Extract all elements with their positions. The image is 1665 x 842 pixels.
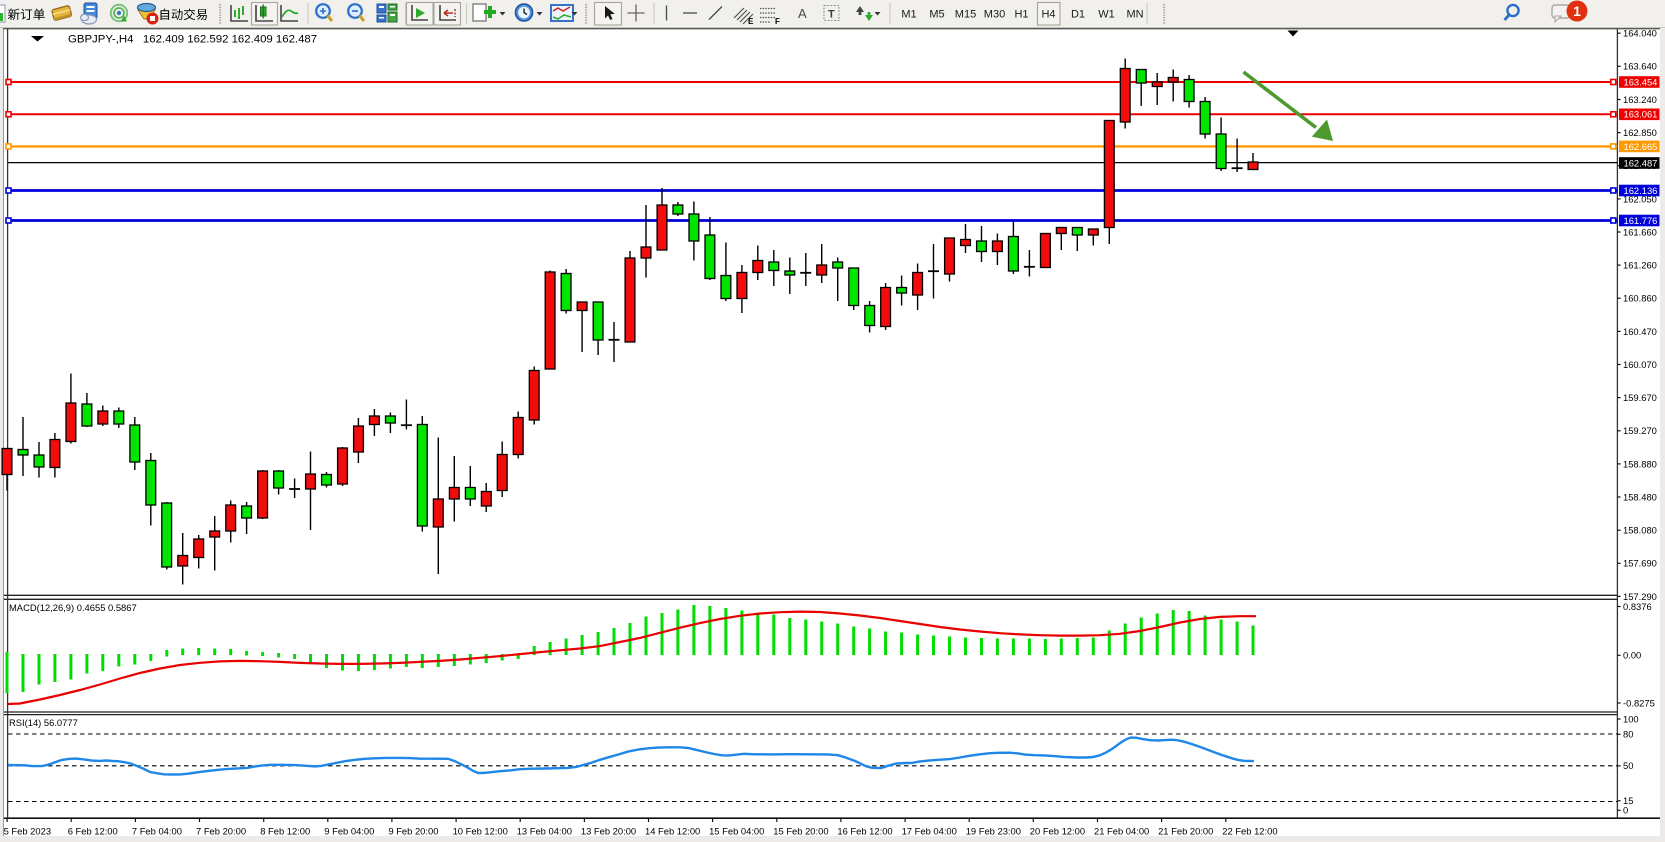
svg-text:161.660: 161.660 [1623, 226, 1657, 237]
svg-text:0: 0 [1623, 805, 1628, 816]
svg-text:GBPJPY-,H4 162.409 162.592 1: GBPJPY-,H4 162.409 162.592 162.409 162.4… [68, 34, 317, 46]
svg-text:157.690: 157.690 [1623, 558, 1657, 569]
svg-text:RSI(14) 56.0777: RSI(14) 56.0777 [9, 717, 78, 728]
svg-text:13 Feb 04:00: 13 Feb 04:00 [517, 825, 572, 836]
svg-text:158.880: 158.880 [1623, 458, 1657, 469]
svg-text:15 Feb 04:00: 15 Feb 04:00 [709, 825, 764, 836]
svg-text:163.640: 163.640 [1623, 61, 1657, 72]
svg-text:21 Feb 04:00: 21 Feb 04:00 [1094, 825, 1149, 836]
svg-text:M5: M5 [929, 9, 944, 21]
svg-text:14 Feb 12:00: 14 Feb 12:00 [645, 825, 700, 836]
svg-text:15 Feb 20:00: 15 Feb 20:00 [773, 825, 828, 836]
svg-text:162.050: 162.050 [1623, 193, 1657, 204]
svg-text:161.776: 161.776 [1624, 215, 1658, 226]
svg-text:157.290: 157.290 [1623, 591, 1657, 602]
svg-text:M30: M30 [984, 9, 1005, 21]
svg-text:D1: D1 [1071, 9, 1085, 21]
svg-text:161.260: 161.260 [1623, 260, 1657, 271]
svg-text:163.061: 163.061 [1624, 109, 1658, 120]
svg-text:9 Feb 04:00: 9 Feb 04:00 [324, 825, 374, 836]
svg-text:80: 80 [1623, 729, 1633, 740]
svg-text:E: E [748, 17, 754, 26]
svg-text:10 Feb 12:00: 10 Feb 12:00 [453, 825, 508, 836]
svg-text:0.00: 0.00 [1623, 650, 1641, 661]
svg-text:163.454: 163.454 [1624, 76, 1658, 87]
svg-text:H4: H4 [1041, 9, 1055, 21]
svg-text:164.040: 164.040 [1623, 28, 1657, 39]
svg-text:22 Feb 12:00: 22 Feb 12:00 [1222, 825, 1277, 836]
svg-text:M1: M1 [901, 9, 916, 21]
svg-text:A: A [798, 6, 807, 21]
svg-text:163.240: 163.240 [1623, 94, 1657, 105]
svg-text:MACD(12,26,9) 0.4655 0.5867: MACD(12,26,9) 0.4655 0.5867 [9, 602, 137, 613]
svg-text:21 Feb 20:00: 21 Feb 20:00 [1158, 825, 1213, 836]
svg-text:7 Feb 20:00: 7 Feb 20:00 [196, 825, 246, 836]
svg-text:162.136: 162.136 [1624, 185, 1658, 196]
svg-text:16 Feb 12:00: 16 Feb 12:00 [837, 825, 892, 836]
svg-text:8 Feb 12:00: 8 Feb 12:00 [260, 825, 310, 836]
svg-text:T: T [828, 9, 835, 21]
svg-text:158.480: 158.480 [1623, 491, 1657, 502]
svg-text:MN: MN [1126, 9, 1143, 21]
svg-text:H1: H1 [1014, 9, 1028, 21]
svg-text:160.070: 160.070 [1623, 359, 1657, 370]
svg-text:17 Feb 04:00: 17 Feb 04:00 [902, 825, 957, 836]
svg-text:19 Feb 23:00: 19 Feb 23:00 [966, 825, 1021, 836]
svg-text:9 Feb 20:00: 9 Feb 20:00 [388, 825, 438, 836]
svg-text:162.850: 162.850 [1623, 127, 1657, 138]
svg-text:M15: M15 [955, 9, 976, 21]
svg-text:160.470: 160.470 [1623, 326, 1657, 337]
svg-text:6 Feb 12:00: 6 Feb 12:00 [68, 825, 118, 836]
svg-text:100: 100 [1623, 713, 1639, 724]
svg-text:15: 15 [1623, 795, 1633, 806]
svg-text:F: F [775, 17, 780, 26]
svg-text:158.080: 158.080 [1623, 525, 1657, 536]
svg-text:160.860: 160.860 [1623, 293, 1657, 304]
svg-text:50: 50 [1623, 760, 1633, 771]
svg-text:7 Feb 04:00: 7 Feb 04:00 [132, 825, 182, 836]
svg-text:159.670: 159.670 [1623, 392, 1657, 403]
svg-text:-0.8275: -0.8275 [1623, 697, 1655, 708]
svg-text:W1: W1 [1098, 9, 1115, 21]
svg-text:162.665: 162.665 [1624, 141, 1658, 152]
svg-text:162.487: 162.487 [1624, 157, 1658, 168]
svg-text:1: 1 [1573, 3, 1581, 19]
svg-text:20 Feb 12:00: 20 Feb 12:00 [1030, 825, 1085, 836]
svg-text:5 Feb 2023: 5 Feb 2023 [4, 825, 51, 836]
svg-text:159.270: 159.270 [1623, 425, 1657, 436]
svg-text:0.8376: 0.8376 [1623, 601, 1652, 612]
svg-text:13 Feb 20:00: 13 Feb 20:00 [581, 825, 636, 836]
